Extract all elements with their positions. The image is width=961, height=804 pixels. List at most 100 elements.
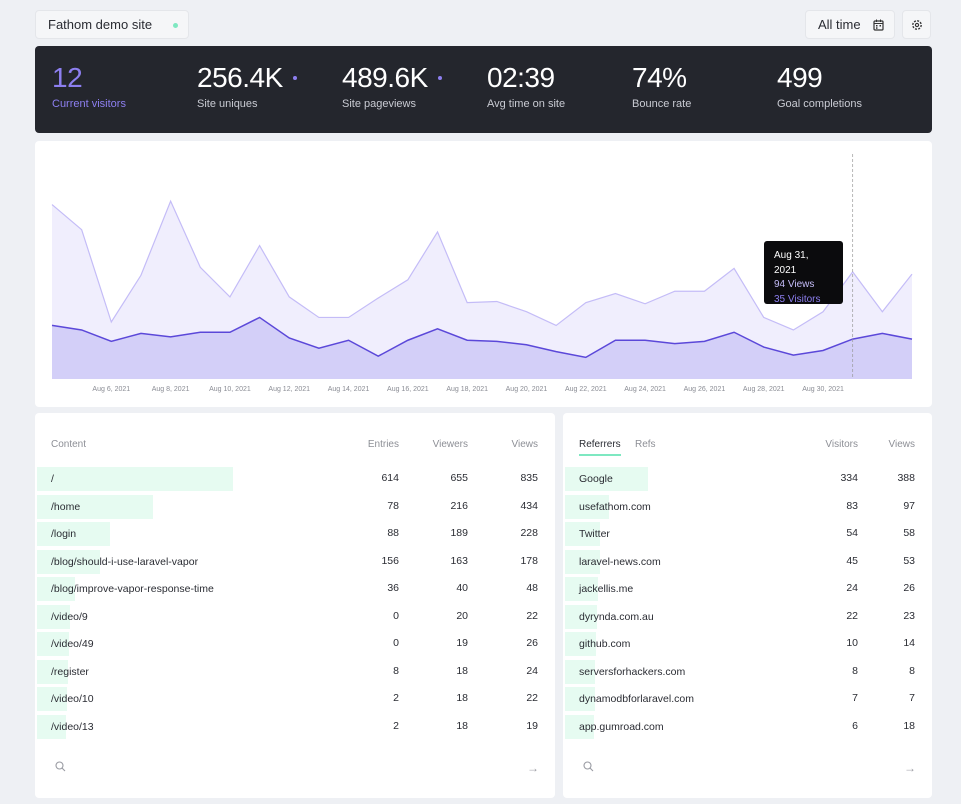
row-views: 19 xyxy=(526,719,538,732)
search-icon[interactable] xyxy=(583,761,594,775)
entries-header[interactable]: Entries xyxy=(367,439,399,450)
table-row[interactable]: jackellis.me 24 26 xyxy=(565,577,918,601)
table-row[interactable]: dynamodbforlaravel.com 7 7 xyxy=(565,687,918,711)
row-entries: 2 xyxy=(393,692,399,704)
row-visitors: 7 xyxy=(852,692,858,704)
arrow-right-icon[interactable]: → xyxy=(904,761,916,775)
table-row[interactable]: /login 88 189 228 xyxy=(37,522,540,546)
table-row[interactable]: /video/9 0 20 22 xyxy=(37,604,540,629)
row-bar xyxy=(37,494,153,519)
row-bar xyxy=(565,659,595,684)
row-viewers: 20 xyxy=(456,609,468,622)
views-header[interactable]: Views xyxy=(511,439,539,450)
row-label[interactable]: jackellis.me xyxy=(579,583,634,595)
row-label[interactable]: /login xyxy=(51,528,77,540)
row-views: 24 xyxy=(526,664,538,677)
table-row[interactable]: /home 78 216 434 xyxy=(37,494,540,519)
table-row[interactable]: github.com 10 14 xyxy=(565,632,918,656)
row-visitors: 22 xyxy=(846,609,858,622)
table-row[interactable]: /register 8 18 24 xyxy=(37,659,540,684)
content-header: Content xyxy=(51,439,87,450)
row-bar xyxy=(565,577,598,601)
viewers-header[interactable]: Viewers xyxy=(432,439,468,450)
table-row[interactable]: serversforhackers.com 8 8 xyxy=(565,659,918,684)
row-label[interactable]: / xyxy=(51,473,54,485)
stat-4[interactable]: 74% Bounce rate xyxy=(632,62,691,110)
table-row[interactable]: Twitter 54 58 xyxy=(565,522,918,546)
row-views: 23 xyxy=(903,609,915,622)
row-label[interactable]: /video/9 xyxy=(51,610,88,623)
table-row[interactable]: /video/49 0 19 26 xyxy=(37,632,540,656)
row-label[interactable]: /home xyxy=(51,500,81,513)
row-bar xyxy=(37,687,68,711)
row-bar xyxy=(565,714,594,739)
row-label[interactable]: /video/13 xyxy=(51,720,94,733)
row-views: 97 xyxy=(903,499,915,512)
stat-0[interactable]: 12 Current visitors xyxy=(52,62,126,110)
gear-icon xyxy=(911,19,922,30)
row-entries: 36 xyxy=(387,582,399,594)
row-label[interactable]: github.com xyxy=(579,638,631,650)
row-views: 14 xyxy=(903,637,915,649)
row-views: 26 xyxy=(903,582,915,594)
stat-label: Site pageviews xyxy=(342,98,416,110)
tab-referrers[interactable]: Referrers xyxy=(579,439,621,456)
row-label[interactable]: serversforhackers.com xyxy=(579,665,686,678)
table-row[interactable]: dyrynda.com.au 22 23 xyxy=(565,604,918,629)
row-label[interactable]: dyrynda.com.au xyxy=(579,610,654,623)
row-views: 228 xyxy=(520,527,538,539)
row-label[interactable]: usefathom.com xyxy=(579,500,651,513)
row-viewers: 216 xyxy=(450,499,468,512)
row-label[interactable]: /register xyxy=(51,665,89,678)
table-row[interactable]: /video/13 2 18 19 xyxy=(37,714,540,739)
views-header[interactable]: Views xyxy=(888,439,916,450)
row-label[interactable]: app.gumroad.com xyxy=(579,720,664,733)
row-bar xyxy=(565,549,601,574)
table-row[interactable]: /video/10 2 18 22 xyxy=(37,687,540,711)
stat-2[interactable]: 489.6K Site pageviews xyxy=(342,62,442,110)
visitors-views-chart[interactable]: Aug 6, 2021 Aug 8, 2021 Aug 10, 2021 Aug 12… xyxy=(35,141,932,407)
search-icon[interactable] xyxy=(55,761,66,775)
row-visitors: 45 xyxy=(846,554,858,567)
x-tick-label: Aug 14, 2021 xyxy=(328,386,370,393)
stat-5[interactable]: 499 Goal completions xyxy=(777,62,862,110)
table-row[interactable]: usefathom.com 83 97 xyxy=(565,494,918,519)
table-row[interactable]: app.gumroad.com 6 18 xyxy=(565,714,918,739)
row-label[interactable]: /blog/should-i-use-laravel-vapor xyxy=(51,555,199,568)
visitors-header[interactable]: Visitors xyxy=(825,439,858,450)
site-name: Fathom demo site xyxy=(48,17,153,32)
row-views: 8 xyxy=(909,664,915,677)
x-tick-label: Aug 30, 2021 xyxy=(802,386,844,393)
row-label[interactable]: Google xyxy=(579,473,613,485)
row-views: 388 xyxy=(897,472,915,484)
row-views: 53 xyxy=(903,554,915,567)
stat-label: Current visitors xyxy=(52,98,126,110)
date-range-selector[interactable]: All time xyxy=(805,10,895,39)
table-row[interactable]: /blog/improve-vapor-response-time 36 40 48 xyxy=(37,577,540,601)
arrow-right-icon[interactable]: → xyxy=(527,761,539,775)
row-viewers: 40 xyxy=(456,582,468,594)
visitors-area xyxy=(52,317,912,379)
stat-3[interactable]: 02:39 Avg time on site xyxy=(487,62,565,110)
stats-panel: 12 Current visitors 256.4K Site uniques 489.… xyxy=(35,46,932,133)
row-label[interactable]: Twitter xyxy=(579,528,610,540)
settings-button[interactable] xyxy=(902,10,931,39)
row-visitors: 10 xyxy=(846,637,858,649)
site-selector[interactable]: Fathom demo site xyxy=(35,10,189,39)
row-visitors: 54 xyxy=(846,527,858,539)
table-row[interactable]: / 614 655 835 xyxy=(37,467,540,491)
row-views: 18 xyxy=(903,719,915,732)
info-dot-icon xyxy=(437,76,442,80)
row-label[interactable]: laravel-news.com xyxy=(579,555,661,568)
row-label[interactable]: dynamodbforlaravel.com xyxy=(579,693,694,705)
row-label[interactable]: /video/49 xyxy=(51,638,94,650)
table-row[interactable]: Google 334 388 xyxy=(565,467,918,491)
visitors-line xyxy=(51,316,913,359)
row-label[interactable]: /blog/improve-vapor-response-time xyxy=(51,583,214,595)
tab-refs[interactable]: Refs xyxy=(635,439,656,450)
row-label[interactable]: /video/10 xyxy=(51,693,94,705)
stat-1[interactable]: 256.4K Site uniques xyxy=(197,62,297,110)
table-row[interactable]: /blog/should-i-use-laravel-vapor 156 163 17… xyxy=(37,549,540,574)
table-row[interactable]: laravel-news.com 45 53 xyxy=(565,549,918,574)
row-bar xyxy=(37,577,75,601)
